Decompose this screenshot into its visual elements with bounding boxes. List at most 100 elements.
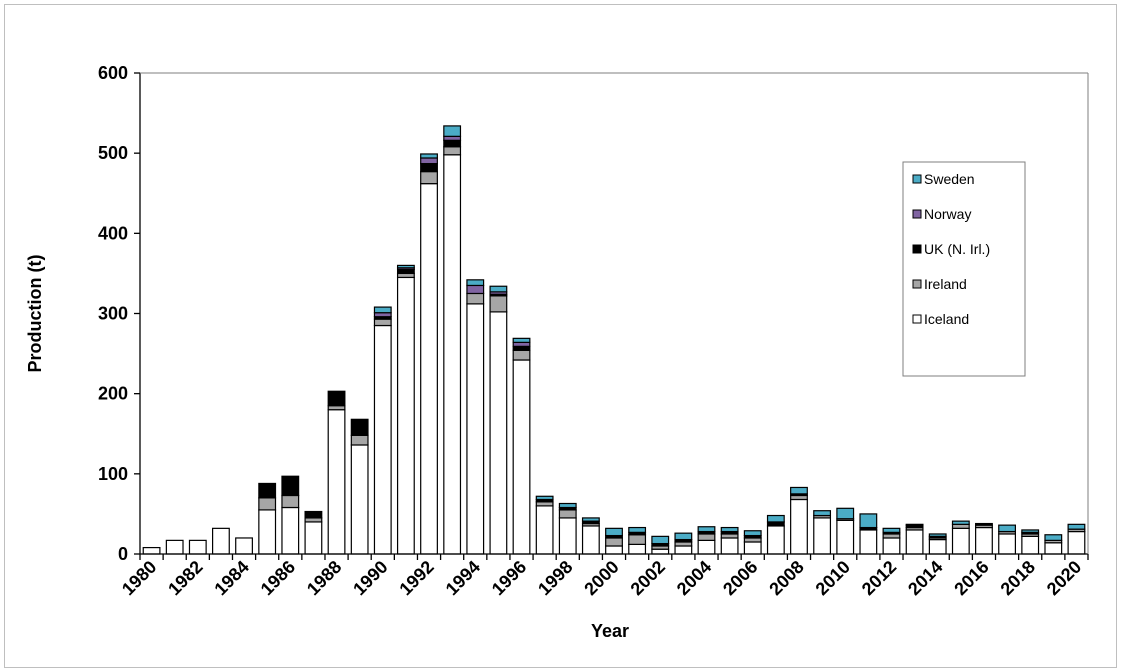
bar-sweden-2004 — [697, 526, 716, 533]
x-tick-label: 1996 — [488, 557, 530, 599]
legend-swatch-norway — [912, 209, 922, 219]
bar-sweden-2013 — [905, 523, 924, 526]
x-tick-label: 1998 — [534, 557, 576, 599]
bar-iceland-1989 — [350, 444, 369, 555]
bar-ireland-1993 — [443, 146, 462, 156]
bar-sweden-2005 — [720, 526, 739, 533]
bar-uk-n-irl-1987 — [304, 510, 323, 519]
y-tick-label: 100 — [98, 464, 128, 484]
x-tick-label: 1994 — [442, 557, 484, 599]
bar-sweden-1994 — [466, 279, 485, 287]
x-tick-label: 2002 — [627, 557, 669, 599]
bar-ireland-1985 — [258, 497, 277, 511]
bar-sweden-2006 — [743, 530, 762, 537]
bar-sweden-1998 — [558, 502, 577, 509]
bar-iceland-1993 — [443, 154, 462, 555]
bar-sweden-2002 — [651, 535, 670, 545]
bar-sweden-2000 — [605, 527, 623, 537]
bar-iceland-1992 — [420, 183, 438, 555]
bar-iceland-2005 — [720, 537, 739, 555]
chart-frame: 0 100 200 300 400 500 600 1980 1982 1984 1986 1988 1… — [4, 4, 1117, 668]
bar-iceland-1983 — [212, 527, 230, 555]
y-tick-label: 600 — [98, 63, 128, 83]
bar-sweden-1997 — [535, 495, 554, 501]
bar-ireland-1990 — [373, 318, 392, 327]
bar-iceland-2016 — [975, 526, 993, 555]
bar-ireland-1996 — [512, 349, 531, 361]
y-axis-title: Production (t) — [25, 255, 45, 373]
x-tick-label: 1986 — [257, 557, 299, 599]
legend: Sweden Norway UK (N. Irl.) Ireland Iceland — [902, 161, 1026, 377]
bar-uk-n-irl-1989 — [350, 418, 369, 436]
bar-iceland-2002 — [651, 548, 670, 555]
bar-sweden-1993 — [443, 125, 462, 137]
bar-iceland-1982 — [188, 539, 207, 555]
y-tick-label: 200 — [98, 384, 128, 404]
bar-sweden-2003 — [674, 532, 693, 541]
bar-sweden-2012 — [882, 527, 901, 533]
bar-ireland-1986 — [281, 494, 300, 509]
bar-iceland-2000 — [605, 545, 623, 555]
x-tick-label: 2000 — [580, 557, 622, 599]
bar-ireland-2004 — [697, 533, 716, 541]
bar-ireland-1991 — [396, 272, 415, 279]
bar-sweden-2008 — [790, 486, 808, 495]
bar-iceland-1991 — [396, 276, 415, 555]
y-tick-label: 300 — [98, 304, 128, 324]
legend-label: UK (N. Irl.) — [924, 241, 990, 257]
x-tick-label: 1990 — [349, 557, 391, 599]
bar-iceland-2012 — [882, 537, 901, 555]
bar-iceland-2015 — [951, 527, 970, 555]
x-tick-label: 2008 — [765, 557, 807, 599]
bar-ireland-2015 — [951, 523, 970, 529]
bar-sweden-2007 — [766, 514, 785, 523]
bar-iceland-2003 — [674, 545, 693, 555]
bar-iceland-2013 — [905, 529, 924, 555]
bar-uk-n-irl-1993 — [443, 139, 462, 148]
bar-ireland-2012 — [882, 533, 901, 539]
bar-sweden-2010 — [836, 507, 855, 520]
bar-sweden-2017 — [998, 524, 1016, 533]
bar-ireland-1992 — [420, 171, 438, 185]
bar-sweden-1990 — [373, 306, 392, 314]
bar-sweden-2011 — [859, 513, 878, 529]
bar-ireland-1988 — [327, 405, 346, 411]
y-tick-label: 0 — [118, 544, 128, 564]
bar-ireland-1987 — [304, 517, 323, 523]
bar-sweden-1996 — [512, 337, 531, 343]
y-tick-label: 500 — [98, 143, 128, 163]
bar-ireland-1989 — [350, 434, 369, 446]
bar-iceland-2014 — [928, 538, 947, 555]
legend-swatch-ireland — [912, 279, 922, 289]
bar-ireland-2001 — [628, 534, 647, 545]
x-axis-title: Year — [591, 621, 629, 641]
legend-label: Iceland — [924, 311, 969, 327]
bar-ireland-2003 — [674, 541, 693, 547]
x-tick-label: 2004 — [673, 557, 715, 599]
bar-iceland-2008 — [790, 498, 808, 555]
bar-iceland-2004 — [697, 539, 716, 555]
bar-sweden-2009 — [813, 510, 832, 517]
legend-swatch-iceland — [912, 314, 922, 324]
bar-iceland-2018 — [1021, 535, 1040, 555]
bar-iceland-1988 — [327, 409, 346, 555]
bar-iceland-2011 — [859, 529, 878, 555]
bar-sweden-2015 — [951, 520, 970, 525]
bar-iceland-1997 — [535, 505, 554, 555]
bar-iceland-1980 — [142, 546, 161, 555]
legend-swatch-uk-n-irl — [912, 244, 922, 254]
bar-norway-1994 — [466, 284, 485, 295]
bar-iceland-2001 — [628, 543, 647, 555]
bar-sweden-2014 — [928, 533, 947, 537]
bar-iceland-1994 — [466, 303, 485, 555]
bar-sweden-1995 — [489, 285, 508, 293]
bar-iceland-1981 — [165, 539, 184, 555]
bar-norway-1993 — [443, 135, 462, 141]
bar-iceland-1990 — [373, 324, 392, 555]
bar-iceland-1995 — [489, 311, 508, 555]
bar-iceland-1985 — [258, 509, 277, 555]
bar-sweden-2001 — [628, 526, 647, 533]
bar-iceland-2007 — [766, 525, 785, 555]
bar-ireland-1994 — [466, 292, 485, 305]
